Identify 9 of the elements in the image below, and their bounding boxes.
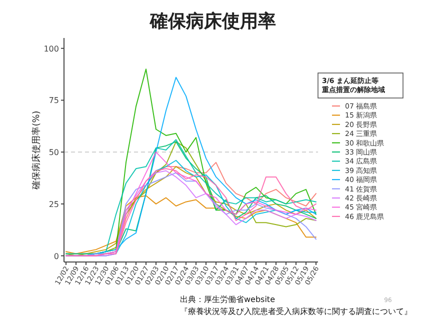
y-tick-label: 25 (48, 200, 59, 209)
y-tick-label: 100 (44, 44, 59, 54)
text: 『療養状況等及び入院患者受入病床数等に関する調査について』 (180, 307, 412, 316)
source-note: 出典：厚生労働省website (180, 295, 276, 304)
chart-title: 確保病床使用率 (149, 11, 276, 32)
y-axis-title: 確保病床使用率(%) (31, 110, 42, 190)
y-tick-label: 75 (48, 96, 59, 106)
y-tick-label: 0 (54, 252, 59, 261)
y-tick-label: 50 (48, 148, 59, 158)
